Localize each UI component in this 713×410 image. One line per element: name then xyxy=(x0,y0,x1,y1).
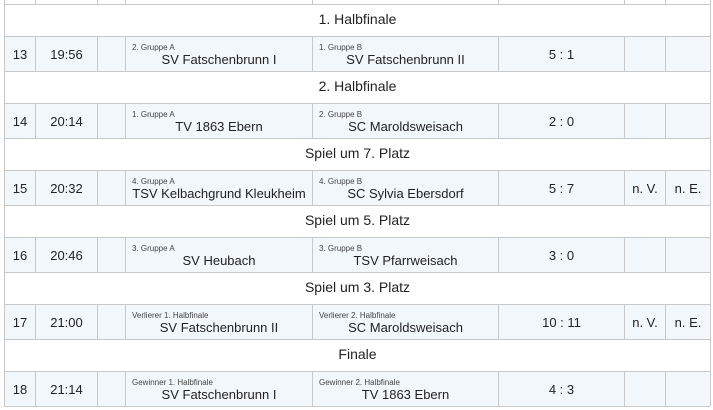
field-cell xyxy=(97,371,126,407)
penalty-flag xyxy=(665,237,711,273)
away-team-name: TSV Pfarrweisach xyxy=(353,252,458,268)
section-header-row: Spiel um 7. Platz xyxy=(4,138,711,171)
penalty-flag xyxy=(665,36,711,72)
away-team-qualifier: Verlierer 2. Halbfinale xyxy=(319,310,396,320)
match-time: 21:00 xyxy=(35,304,98,340)
away-team-qualifier: Gewinner 2. Halbfinale xyxy=(319,377,400,387)
field-cell xyxy=(97,103,126,139)
home-team-cell: Gewinner 1. Halbfinale SV Fatschenbrunn I xyxy=(125,371,313,407)
match-time: 19:56 xyxy=(35,36,98,72)
section-title: Spiel um 5. Platz xyxy=(4,205,711,238)
home-team-qualifier: Gewinner 1. Halbfinale xyxy=(132,377,213,387)
match-score: 5 : 7 xyxy=(498,170,625,206)
home-team-cell: 2. Gruppe A SV Fatschenbrunn I xyxy=(125,36,313,72)
home-team-qualifier: Verlierer 1. Halbfinale xyxy=(132,310,209,320)
overtime-flag: n. V. xyxy=(624,170,666,206)
section-title: Finale xyxy=(4,339,711,372)
away-team-name: SC Sylvia Ebersdorf xyxy=(347,185,464,201)
match-score: 2 : 0 xyxy=(498,103,625,139)
away-team-cell: 3. Gruppe B TSV Pfarrweisach xyxy=(312,237,499,273)
penalty-flag: n. E. xyxy=(665,170,711,206)
field-cell xyxy=(97,36,126,72)
home-team-cell: 4. Gruppe A TSV Kelbachgrund Kleukheim xyxy=(125,170,313,206)
penalty-flag xyxy=(665,103,711,139)
home-team-name: TSV Kelbachgrund Kleukheim xyxy=(132,185,306,201)
home-team-cell: 1. Gruppe A TV 1863 Ebern xyxy=(125,103,313,139)
home-team-name: SV Fatschenbrunn II xyxy=(159,319,279,335)
match-time: 20:14 xyxy=(35,103,98,139)
match-row: 15 20:32 4. Gruppe A TSV Kelbachgrund Kle… xyxy=(4,170,711,206)
home-team-name: SV Heubach xyxy=(182,252,256,268)
section-title: Spiel um 7. Platz xyxy=(4,138,711,171)
match-number: 17 xyxy=(4,304,36,340)
home-team-qualifier: 3. Gruppe A xyxy=(132,243,175,253)
overtime-flag xyxy=(624,371,666,407)
match-row: 16 20:46 3. Gruppe A SV Heubach 3. Gruppe… xyxy=(4,237,711,273)
away-team-qualifier: 2. Gruppe B xyxy=(319,109,363,119)
away-team-name: TV 1863 Ebern xyxy=(361,386,450,402)
match-score: 4 : 3 xyxy=(498,371,625,407)
home-team-name: SV Fatschenbrunn I xyxy=(161,51,277,67)
away-team-name: SV Fatschenbrunn II xyxy=(346,51,465,67)
section-header-row: Spiel um 5. Platz xyxy=(4,205,711,238)
match-number: 13 xyxy=(4,36,36,72)
away-team-qualifier: 1. Gruppe B xyxy=(319,42,363,52)
home-team-qualifier: 2. Gruppe A xyxy=(132,42,175,52)
field-cell xyxy=(97,170,126,206)
match-number: 16 xyxy=(4,237,36,273)
away-team-name: SC Maroldsweisach xyxy=(348,118,463,134)
match-row: 17 21:00 Verlierer 1. Halbfinale SV Fatsc… xyxy=(4,304,711,340)
match-number: 18 xyxy=(4,371,36,407)
away-team-cell: 1. Gruppe B SV Fatschenbrunn II xyxy=(312,36,499,72)
match-score: 3 : 0 xyxy=(498,237,625,273)
section-title: 2. Halbfinale xyxy=(4,71,711,104)
away-team-name: SC Maroldsweisach xyxy=(348,319,463,335)
away-team-cell: Gewinner 2. Halbfinale TV 1863 Ebern xyxy=(312,371,499,407)
away-team-cell: 4. Gruppe B SC Sylvia Ebersdorf xyxy=(312,170,499,206)
away-team-qualifier: 4. Gruppe B xyxy=(319,176,363,186)
match-number: 14 xyxy=(4,103,36,139)
overtime-flag xyxy=(624,36,666,72)
match-score: 5 : 1 xyxy=(498,36,625,72)
section-header-row: 1. Halbfinale xyxy=(4,4,711,37)
field-cell xyxy=(97,304,126,340)
section-header-row: Spiel um 3. Platz xyxy=(4,272,711,305)
home-team-cell: 3. Gruppe A SV Heubach xyxy=(125,237,313,273)
overtime-flag xyxy=(624,103,666,139)
match-number: 15 xyxy=(4,170,36,206)
field-cell xyxy=(97,237,126,273)
away-team-cell: Verlierer 2. Halbfinale SC Maroldsweisach xyxy=(312,304,499,340)
match-time: 20:46 xyxy=(35,237,98,273)
home-team-qualifier: 1. Gruppe A xyxy=(132,109,175,119)
match-time: 20:32 xyxy=(35,170,98,206)
match-row: 18 21:14 Gewinner 1. Halbfinale SV Fatsch… xyxy=(4,371,711,407)
match-time: 21:14 xyxy=(35,371,98,407)
home-team-name: TV 1863 Ebern xyxy=(175,118,263,134)
match-row: 14 20:14 1. Gruppe A TV 1863 Ebern 2. Gru… xyxy=(4,103,711,139)
match-score: 10 : 11 xyxy=(498,304,625,340)
home-team-name: SV Fatschenbrunn I xyxy=(161,386,277,402)
section-header-row: 2. Halbfinale xyxy=(4,71,711,104)
overtime-flag xyxy=(624,237,666,273)
home-team-cell: Verlierer 1. Halbfinale SV Fatschenbrunn … xyxy=(125,304,313,340)
match-row: 13 19:56 2. Gruppe A SV Fatschenbrunn I 1… xyxy=(4,36,711,72)
home-team-qualifier: 4. Gruppe A xyxy=(132,176,175,186)
penalty-flag xyxy=(665,371,711,407)
section-title: Spiel um 3. Platz xyxy=(4,272,711,305)
away-team-qualifier: 3. Gruppe B xyxy=(319,243,363,253)
section-header-row: Finale xyxy=(4,339,711,372)
match-schedule-table: 1. Halbfinale 13 19:56 2. Gruppe A SV Fat… xyxy=(4,0,711,407)
overtime-flag: n. V. xyxy=(624,304,666,340)
section-title: 1. Halbfinale xyxy=(4,4,711,37)
penalty-flag: n. E. xyxy=(665,304,711,340)
away-team-cell: 2. Gruppe B SC Maroldsweisach xyxy=(312,103,499,139)
